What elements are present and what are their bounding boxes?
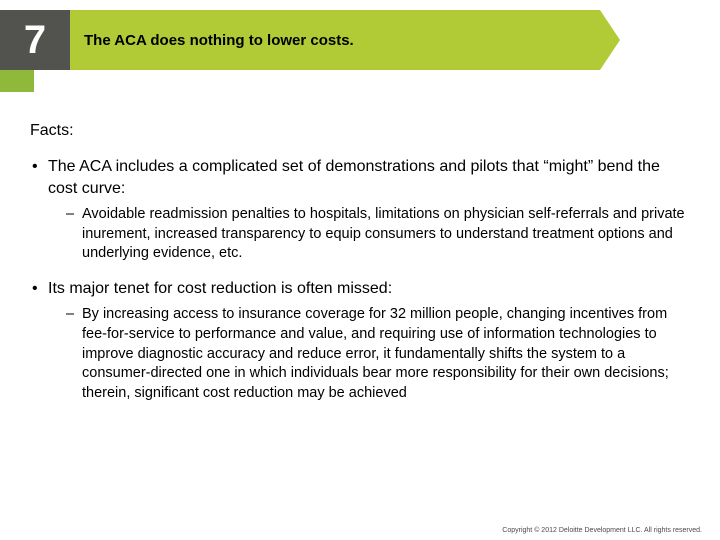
copyright-footer: Copyright © 2012 Deloitte Development LL… bbox=[502, 527, 702, 534]
bullet-text: Its major tenet for cost reduction is of… bbox=[48, 280, 392, 297]
bullet-list: The ACA includes a complicated set of de… bbox=[30, 156, 690, 403]
bullet-text: The ACA includes a complicated set of de… bbox=[48, 158, 660, 197]
sub-list: By increasing access to insurance covera… bbox=[48, 305, 690, 403]
slide-title: The ACA does nothing to lower costs. bbox=[84, 32, 354, 49]
sub-list-item: By increasing access to insurance covera… bbox=[66, 305, 690, 403]
sub-bullet-text: Avoidable readmission penalties to hospi… bbox=[82, 206, 685, 261]
slide-title-box: The ACA does nothing to lower costs. bbox=[70, 10, 600, 70]
header-band: 7 The ACA does nothing to lower costs. bbox=[0, 10, 600, 70]
facts-label: Facts: bbox=[30, 122, 690, 140]
sub-list: Avoidable readmission penalties to hospi… bbox=[48, 205, 690, 264]
slide-number-box: 7 bbox=[0, 10, 70, 70]
slide-number: 7 bbox=[24, 18, 46, 63]
content-area: Facts: The ACA includes a complicated se… bbox=[30, 122, 690, 417]
list-item: The ACA includes a complicated set of de… bbox=[30, 156, 690, 264]
sub-list-item: Avoidable readmission penalties to hospi… bbox=[66, 205, 690, 264]
accent-bar bbox=[0, 70, 34, 92]
list-item: Its major tenet for cost reduction is of… bbox=[30, 278, 690, 403]
sub-bullet-text: By increasing access to insurance covera… bbox=[82, 306, 669, 400]
